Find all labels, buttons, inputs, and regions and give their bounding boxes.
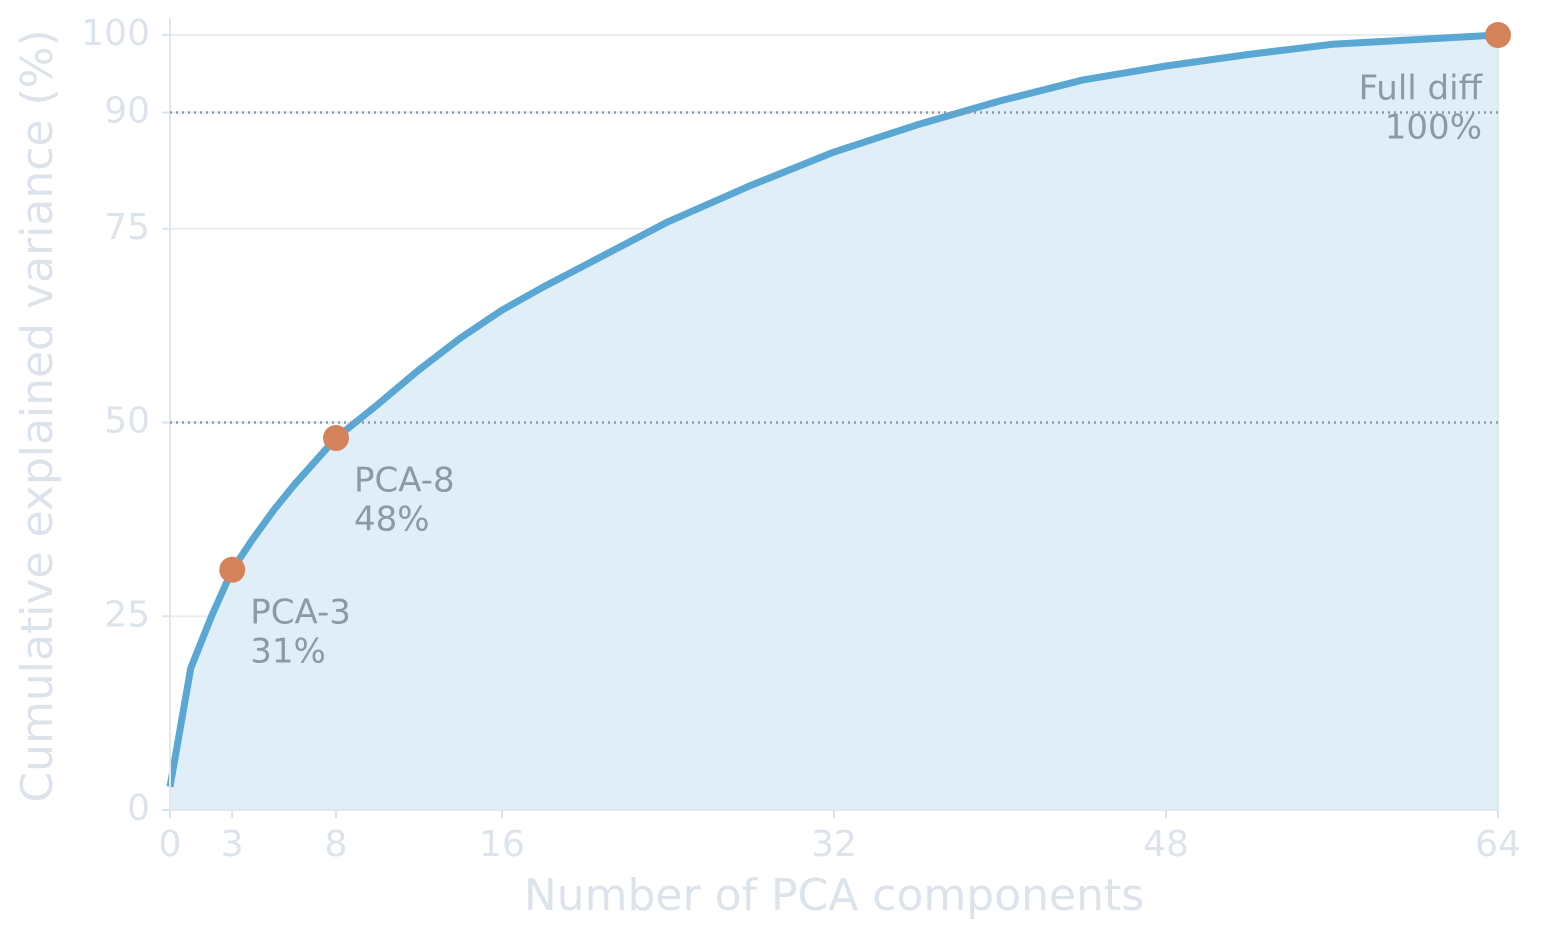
annotation-value: 48% xyxy=(354,500,430,540)
annotation-value: 31% xyxy=(250,631,326,671)
curve xyxy=(166,31,1499,788)
area-fill xyxy=(170,35,1498,810)
x-tick-label: 16 xyxy=(479,824,525,865)
marker xyxy=(323,425,349,451)
x-tick-label: 48 xyxy=(1143,824,1189,865)
y-tick-label: 100 xyxy=(81,13,150,54)
marker xyxy=(219,556,246,583)
annotation-label: PCA-3 xyxy=(250,592,351,632)
y-tick-label: 50 xyxy=(104,401,150,442)
x-tick-label: 3 xyxy=(221,824,244,865)
annotation-label: PCA-8 xyxy=(354,461,455,501)
annotation-value: 100% xyxy=(1385,108,1482,148)
annotation-label: Full diff xyxy=(1359,69,1484,109)
y-axis-title: Cumulative explained variance (%) xyxy=(12,29,63,802)
y-tick-label: 75 xyxy=(104,207,150,248)
y-tick-label: 90 xyxy=(104,91,150,132)
x-tick-label: 8 xyxy=(325,824,348,865)
x-tick-label: 0 xyxy=(159,824,182,865)
marker xyxy=(1485,22,1511,48)
x-axis-title: Number of PCA components xyxy=(524,870,1144,921)
x-tick-label: 64 xyxy=(1475,824,1521,865)
y-tick-label: 0 xyxy=(127,788,150,829)
x-tick-label: 32 xyxy=(811,824,857,865)
y-tick-label: 25 xyxy=(104,594,150,635)
